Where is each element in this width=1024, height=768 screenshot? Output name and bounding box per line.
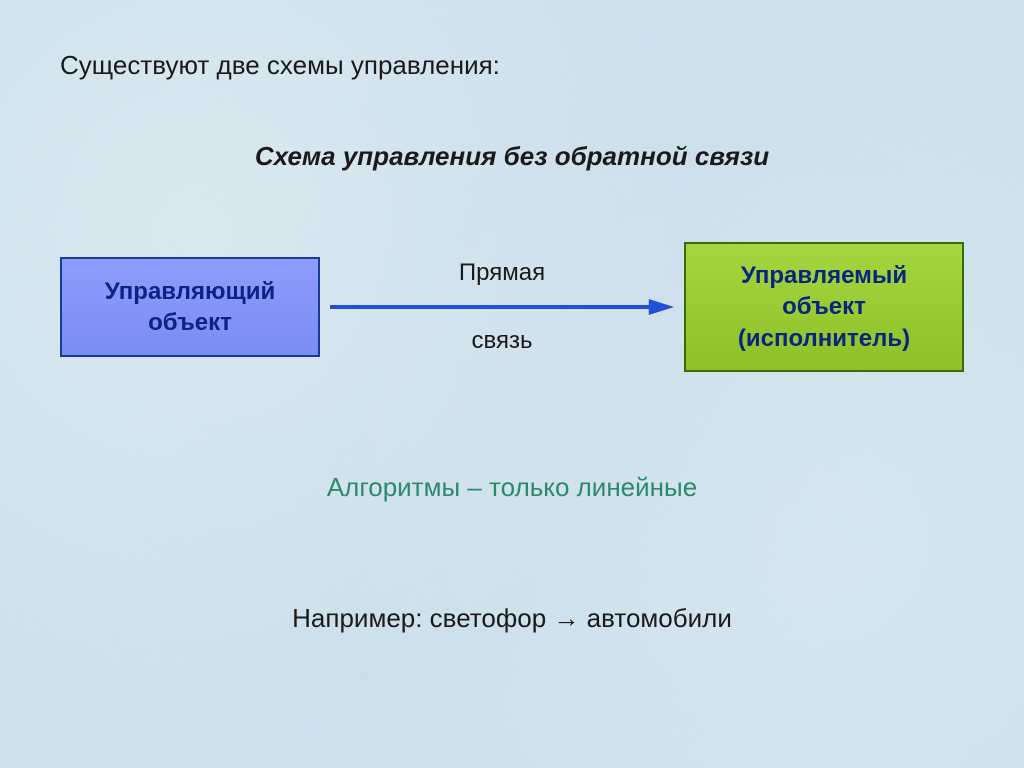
right-box-line1: Управляемый [738, 260, 910, 291]
example-note: Например: светофор → автомобили [60, 603, 964, 634]
arrow-container: Прямая связь [320, 259, 684, 355]
algorithms-note: Алгоритмы – только линейные [60, 472, 964, 503]
left-box-line2: объект [105, 307, 275, 338]
controlling-object-box: Управляющий объект [60, 257, 320, 357]
right-box-line2: объект [738, 291, 910, 322]
arrow-label-bottom: связь [472, 327, 533, 355]
left-box-line1: Управляющий [105, 276, 275, 307]
subtitle-text: Схема управления без обратной связи [60, 141, 964, 172]
right-box-line3: (исполнитель) [738, 323, 910, 354]
controlled-object-box: Управляемый объект (исполнитель) [684, 242, 964, 372]
intro-text: Существуют две схемы управления: [60, 50, 964, 81]
arrow-label-top: Прямая [459, 259, 545, 287]
flow-diagram: Управляющий объект Прямая связь Управляе… [60, 242, 964, 372]
arrow-icon [330, 299, 674, 315]
